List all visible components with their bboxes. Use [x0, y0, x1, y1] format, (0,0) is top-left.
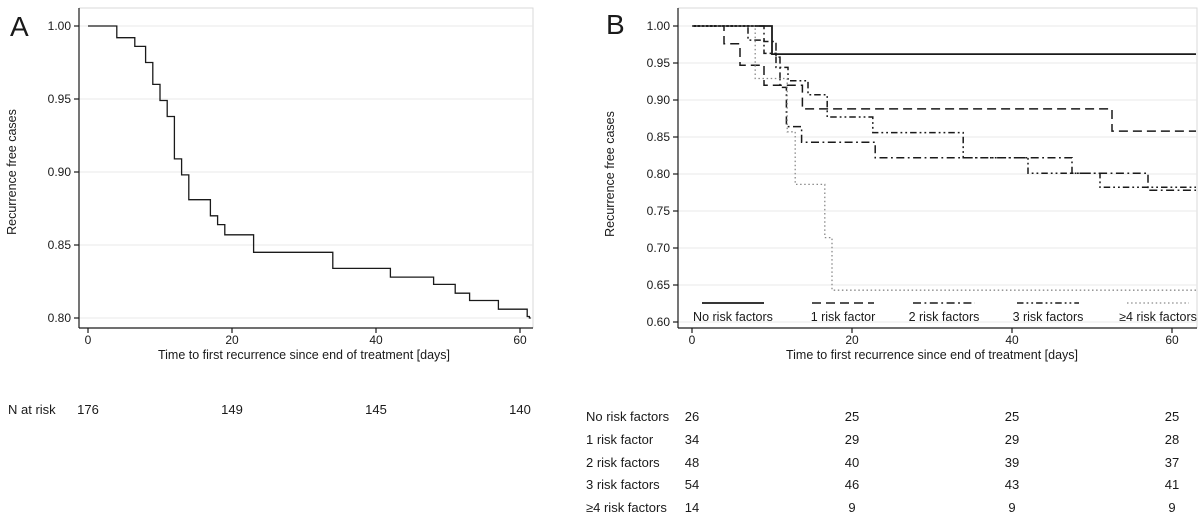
- risk-count-cell: 176: [77, 402, 99, 417]
- y-tick-label: 0.85: [647, 130, 671, 144]
- y-tick-label: 0.85: [48, 238, 72, 252]
- risk-count-cell: 48: [684, 454, 700, 470]
- risk-count-cell: 14: [684, 500, 700, 516]
- y-axis-title: Recurrence free cases: [5, 109, 19, 235]
- risk-count-cell: 25: [844, 409, 860, 424]
- km-curve-3-risk-factors: [692, 25, 1196, 189]
- panel-b-chart: 1.00 0.95 0.90 0.85 0.80 0.75 0.70 0.65 0.60 0 20 4…: [603, 7, 1198, 362]
- risk-row-label: No risk factors: [586, 409, 670, 424]
- y-tick-label: 0.80: [48, 311, 72, 325]
- risk-row-label: 1 risk factor: [586, 431, 654, 447]
- x-tick-label: 60: [1165, 333, 1179, 347]
- risk-row-label: ≥4 risk factors: [586, 500, 667, 516]
- x-tick-label: 40: [1005, 333, 1019, 347]
- risk-count-cell: 9: [1168, 500, 1176, 516]
- km-curve--4-risk-factors: [692, 25, 1196, 291]
- risk-row-label: 3 risk factors: [586, 477, 660, 493]
- risk-count-cell: 145: [365, 402, 387, 417]
- risk-count-cell: 43: [1004, 477, 1020, 493]
- plot-border: [678, 7, 1198, 328]
- legend-label: ≥4 risk factors: [1119, 310, 1197, 324]
- risk-count-cell: 140: [509, 402, 531, 417]
- risk-count-cell: 54: [684, 477, 700, 493]
- x-tick-label: 0: [85, 333, 92, 347]
- risk-count-cell: 40: [844, 454, 860, 470]
- risk-count-cell: 28: [1164, 431, 1180, 447]
- plot-border: [79, 7, 534, 328]
- km-curve-series0: [88, 25, 531, 319]
- panel-letter: B: [606, 9, 625, 40]
- y-tick-label: 0.65: [647, 278, 671, 292]
- panel-letter: A: [10, 11, 29, 42]
- y-tick-label: 1.00: [48, 19, 72, 33]
- risk-count-cell: 34: [684, 431, 700, 447]
- risk-count-cell: 37: [1164, 454, 1180, 470]
- risk-count-cell: 41: [1164, 477, 1180, 493]
- x-tick-label: 0: [689, 333, 696, 347]
- risk-row-label: 2 risk factors: [586, 454, 660, 470]
- x-tick-label: 40: [369, 333, 383, 347]
- y-axis-title: Recurrence free cases: [603, 111, 617, 237]
- x-axis-title: Time to first recurrence since end of tr…: [158, 348, 450, 362]
- x-tick-label: 60: [513, 333, 527, 347]
- risk-count-cell: 25: [1164, 409, 1180, 424]
- y-tick-label: 0.70: [647, 241, 671, 255]
- x-tick-label: 20: [845, 333, 859, 347]
- y-tick-label: 0.95: [48, 92, 72, 106]
- risk-count-cell: 9: [1008, 500, 1016, 516]
- panel-a-chart: 1.00 0.95 0.90 0.85 0.80 0 20 40 60 Time to first…: [5, 7, 534, 362]
- risk-count-cell: 29: [1004, 431, 1020, 447]
- y-tick-label: 0.95: [647, 56, 671, 70]
- y-tick-label: 0.90: [647, 93, 671, 107]
- x-tick-label: 20: [225, 333, 239, 347]
- y-tick-label: 0.80: [647, 167, 671, 181]
- risk-count-cell: 46: [844, 477, 860, 493]
- risk-count-cell: 9: [848, 500, 856, 516]
- legend-label: 1 risk factor: [811, 310, 876, 324]
- risk-count-cell: 149: [221, 402, 243, 417]
- y-tick-label: 0.60: [647, 315, 671, 329]
- legend-label: 3 risk factors: [1013, 310, 1084, 324]
- n-at-risk-label: N at risk: [8, 402, 56, 417]
- risk-count-cell: 39: [1004, 454, 1020, 470]
- risk-count-cell: 29: [844, 431, 860, 447]
- risk-count-cell: 25: [1004, 409, 1020, 424]
- y-tick-label: 0.90: [48, 165, 72, 179]
- legend-label: 2 risk factors: [909, 310, 980, 324]
- y-tick-label: 1.00: [647, 19, 671, 33]
- y-tick-label: 0.75: [647, 204, 671, 218]
- risk-count-cell: 26: [684, 409, 700, 424]
- x-axis-title: Time to first recurrence since end of tr…: [786, 348, 1078, 362]
- legend-label: No risk factors: [693, 310, 773, 324]
- km-curve-1-risk-factor: [692, 25, 1196, 132]
